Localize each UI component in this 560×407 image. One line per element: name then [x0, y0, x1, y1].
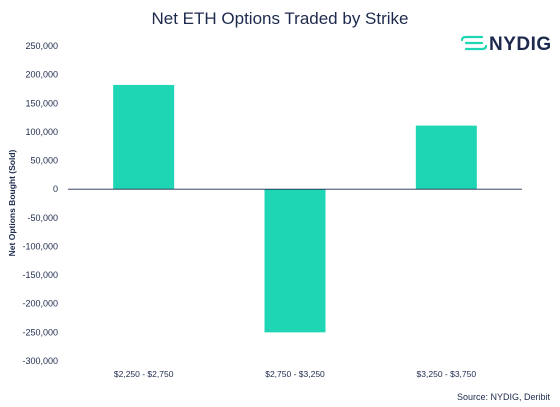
y-tick-label: -150,000: [22, 270, 58, 280]
y-tick-label: -300,000: [22, 356, 58, 366]
y-tick-label: -100,000: [22, 241, 58, 251]
bar: [113, 84, 175, 190]
x-category-label: $3,250 - $3,750: [417, 369, 477, 379]
y-tick-label: 0: [53, 184, 58, 194]
nydig-logo: NYDIG: [460, 34, 552, 55]
chart-title: Net ETH Options Traded by Strike: [152, 9, 409, 28]
y-tick-label: 200,000: [25, 70, 58, 80]
y-tick-label: 100,000: [25, 127, 58, 137]
x-category-label: $2,250 - $2,750: [114, 369, 174, 379]
bar: [415, 125, 477, 190]
y-tick-label: 250,000: [25, 41, 58, 51]
nydig-logo-icon: [460, 35, 488, 51]
y-tick-label: -50,000: [27, 213, 58, 223]
bar: [264, 189, 326, 333]
x-category-label: $2,750 - $3,250: [265, 369, 325, 379]
source-note: Source: NYDIG, Deribit: [457, 392, 551, 402]
y-tick-label: 150,000: [25, 98, 58, 108]
y-axis-label: Net Options Bought (Sold): [7, 149, 17, 256]
x-axis-categories: $2,250 - $2,750 $2,750 - $3,250 $3,250 - $…: [114, 369, 476, 379]
nydig-logo-text: NYDIG: [489, 34, 552, 55]
bars: [113, 84, 477, 333]
y-tick-label: 50,000: [30, 156, 58, 166]
y-tick-label: -250,000: [22, 327, 58, 337]
y-axis-ticks: 250,000 200,000 150,000 100,000 50,000 0 -50,0…: [22, 41, 58, 366]
y-tick-label: -200,000: [22, 299, 58, 309]
